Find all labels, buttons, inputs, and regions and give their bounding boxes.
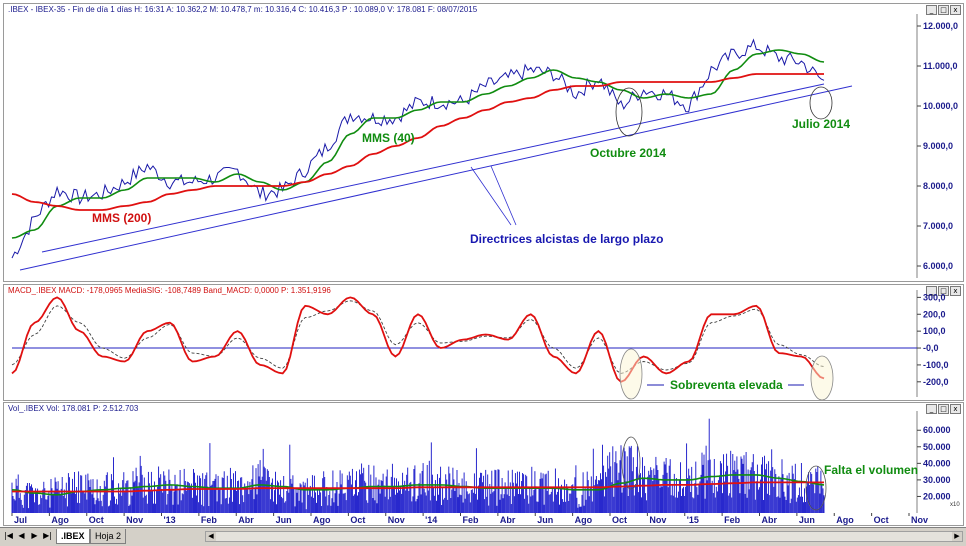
x-axis-tick-label: Oct (350, 515, 365, 525)
macd-y-tick-label: 100,0 (923, 326, 946, 336)
x-axis-tick-label: Ago (313, 515, 331, 525)
x-axis-tick-label: Jul (14, 515, 27, 525)
price-chart[interactable]: 6.000,0 7.000,0 8.000,0 9.000,0 10.000,0 11.0… (4, 4, 963, 281)
x-axis-tick-label: Oct (89, 515, 104, 525)
mms200-series-line (11, 73, 824, 211)
x-axis-tick-label: Jun (276, 515, 292, 525)
tab-ibex[interactable]: .IBEX (56, 529, 90, 544)
x-axis-tick-label: Abr (500, 515, 516, 525)
trend-pointer-line (470, 166, 512, 226)
volume-october-circle (621, 436, 641, 490)
x-axis-tick-label: Abr (238, 515, 254, 525)
missing-volume-label: Falta el volumen (824, 463, 918, 477)
price-pane-title: .IBEX - IBEX-35 - Fin de día 1 días H: 1… (8, 5, 478, 14)
price-pane: .IBEX - IBEX-35 - Fin de día 1 días H: 1… (3, 3, 964, 282)
x-axis-tick-label: '14 (425, 515, 437, 525)
close-pane-button[interactable]: x (950, 404, 961, 414)
vol-mms40-line (11, 474, 825, 496)
tab-hoja-2[interactable]: Hoja 2 (90, 529, 127, 544)
volume-july-circle (805, 465, 827, 511)
x-axis-tick-label: Abr (762, 515, 778, 525)
oversold-label: Sobreventa elevada (670, 378, 783, 392)
macd-y-tick-label: 200,0 (923, 309, 946, 319)
last-sheet-button[interactable]: ▶| (43, 531, 52, 540)
minimize-pane-button[interactable]: _ (926, 286, 937, 296)
sheet-tab-bar: |◀ ◀ ▶ ▶| .IBEX Hoja 2 ◀ ▶ (0, 527, 966, 546)
close-pane-button[interactable]: x (950, 5, 961, 15)
july-2014-label: Julio 2014 (792, 117, 850, 131)
macd-pane-title: MACD_.IBEX MACD: -178,0965 MediaSIG: -10… (8, 286, 331, 295)
x-axis-tick-label: Nov (649, 515, 666, 525)
x-axis-tick-label: Nov (911, 515, 928, 525)
x-axis-tick-label: '15 (687, 515, 699, 525)
mms40-series-line (11, 49, 825, 239)
first-sheet-button[interactable]: |◀ (4, 531, 13, 540)
trend-pointer-line (490, 165, 517, 226)
x-axis-tick-label: Nov (126, 515, 143, 525)
macd-y-tick-label: -100,0 (923, 360, 949, 370)
volume-pane: Vol_.IBEX Vol: 178.081 P: 2.512.703 _ □ … (3, 402, 964, 526)
maximize-pane-button[interactable]: □ (938, 286, 949, 296)
volume-pane-title: Vol_.IBEX Vol: 178.081 P: 2.512.703 (8, 404, 139, 413)
x-axis-tick-label: Oct (874, 515, 889, 525)
price-y-tick-label: 9.000,0 (923, 141, 953, 151)
x-axis-tick-label: Ago (575, 515, 593, 525)
vol-y-tick-label: 50.000 (923, 442, 951, 452)
vol-mms200-line (12, 481, 824, 493)
macd-y-tick-label: -200,0 (923, 377, 949, 387)
close-pane-button[interactable]: x (950, 286, 961, 296)
october-2014-label: Octubre 2014 (590, 146, 666, 160)
x-axis-tick-label: Feb (724, 515, 741, 525)
mms40-label: MMS (40) (362, 131, 415, 145)
oversold-july-circle (810, 355, 834, 400)
price-y-tick-label: 8.000,0 (923, 181, 953, 191)
oversold-october-circle (619, 348, 643, 400)
october-2014-circle (615, 87, 643, 137)
macd-chart[interactable]: -200,0 -100,0 -0,0 100,0 200,0 300,0 Sobrevent… (4, 285, 963, 400)
macd-header: MACD_.IBEX MACD: -178,0965 MediaSIG: -10… (8, 286, 331, 295)
minimize-pane-button[interactable]: _ (926, 404, 937, 414)
horizontal-scrollbar[interactable]: ◀ ▶ (205, 531, 963, 542)
vol-y-tick-label: 30.000 (923, 475, 951, 485)
price-y-tick-label: 12.000,0 (923, 21, 958, 31)
mms200-label: MMS (200) (92, 211, 151, 225)
x-axis-tick-label: Ago (836, 515, 854, 525)
volume-chart[interactable]: 20.000 30.000 40.000 50.000 60.000 x10 Falta e… (4, 403, 963, 525)
macd-line (11, 296, 825, 383)
trendlines-label: Directrices alcistas de largo plazo (470, 232, 663, 246)
next-sheet-button[interactable]: ▶ (31, 531, 38, 540)
prev-sheet-button[interactable]: ◀ (18, 531, 25, 540)
price-y-tick-label: 11.000,0 (923, 61, 958, 71)
price-y-tick-label: 6.000,0 (923, 261, 953, 271)
x-axis-tick-label: Nov (388, 515, 405, 525)
vol-scale-label: x10 (950, 502, 960, 508)
x-axis-tick-label: Jun (537, 515, 553, 525)
maximize-pane-button[interactable]: □ (938, 5, 949, 15)
price-y-tick-label: 7.000,0 (923, 221, 953, 231)
x-axis-tick-label: Oct (612, 515, 627, 525)
price-y-tick-label: 10.000,0 (923, 101, 958, 111)
price-series-line (11, 38, 825, 259)
macd-y-tick-label: 300,0 (923, 292, 946, 302)
vol-y-tick-label: 60.000 (923, 425, 951, 435)
july-2014-circle (809, 86, 833, 120)
maximize-pane-button[interactable]: □ (938, 404, 949, 414)
x-axis-tick-label: Feb (463, 515, 480, 525)
x-axis-tick-label: Feb (201, 515, 218, 525)
x-axis-tick-label: '13 (164, 515, 176, 525)
macd-y-tick-label: -0,0 (923, 343, 939, 353)
scroll-right-arrow-icon[interactable]: ▶ (952, 532, 962, 541)
macd-signal-line (11, 300, 825, 374)
scroll-left-arrow-icon[interactable]: ◀ (206, 532, 216, 541)
minimize-pane-button[interactable]: _ (926, 5, 937, 15)
x-axis-tick-label: Ago (51, 515, 69, 525)
vol-y-tick-label: 20.000 (923, 491, 951, 501)
vol-y-tick-label: 40.000 (923, 458, 951, 468)
long-term-trendline-upper (41, 83, 825, 253)
x-axis-tick-label: Jun (799, 515, 815, 525)
long-term-trendline-lower (19, 85, 853, 271)
macd-pane: MACD_.IBEX MACD: -178,0965 MediaSIG: -10… (3, 284, 964, 401)
